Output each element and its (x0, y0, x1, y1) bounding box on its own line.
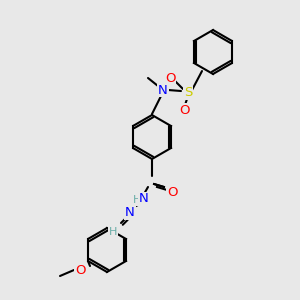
Text: N: N (139, 193, 149, 206)
Text: O: O (167, 185, 177, 199)
Text: H: H (109, 227, 117, 237)
Text: O: O (75, 263, 85, 277)
Text: H: H (133, 195, 141, 205)
Text: O: O (179, 103, 189, 116)
Text: N: N (158, 83, 168, 97)
Text: O: O (165, 73, 175, 85)
Text: S: S (184, 86, 192, 100)
Text: N: N (125, 206, 135, 220)
